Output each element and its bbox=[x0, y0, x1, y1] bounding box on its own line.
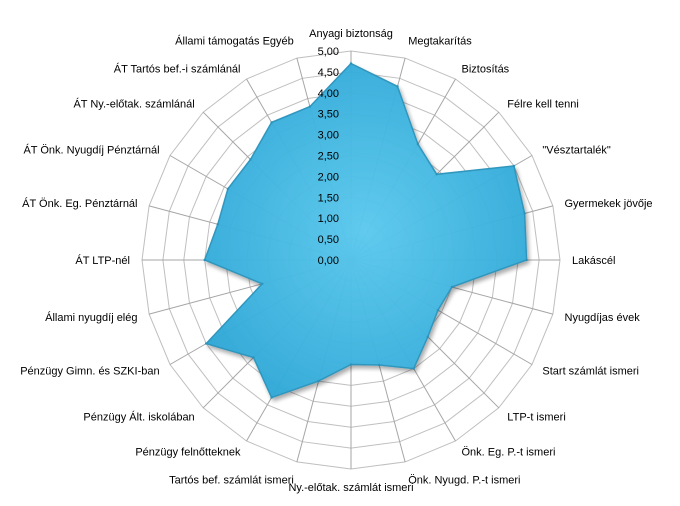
tick-label: 2,00 bbox=[318, 171, 339, 183]
category-label: Pénzügy felnőtteknek bbox=[135, 446, 241, 458]
category-label: Lakáscél bbox=[572, 255, 615, 267]
category-label: ÁT LTP-nél bbox=[75, 254, 130, 267]
category-label: ÁT Önk. Nyugdíj Pénztárnál bbox=[23, 144, 159, 157]
data-point bbox=[349, 363, 353, 366]
category-label: Start számlát ismeri bbox=[542, 366, 639, 378]
category-label: "Vésztartalék" bbox=[542, 145, 610, 157]
category-label: LTP-t ismeri bbox=[507, 411, 565, 423]
tick-label: 3,50 bbox=[318, 109, 339, 121]
radar-series bbox=[203, 62, 528, 399]
category-label: Tartós bef. számlát ismeri bbox=[169, 475, 294, 487]
tick-label: 1,00 bbox=[318, 213, 339, 225]
radial-tick-labels: 0,00 0,50 1,00 1,50 2,00 2,50 3,00 3,50 4,00 4,50… bbox=[318, 46, 339, 267]
data-point bbox=[317, 379, 320, 383]
category-label: Önk. Eg. P.-t ismeri bbox=[462, 446, 556, 458]
data-point bbox=[261, 282, 264, 285]
category-label: Pénzügy Gimn. és SZKI-ban bbox=[20, 366, 159, 378]
category-label: Állami nyugdíj elég bbox=[45, 311, 137, 324]
series-area bbox=[203, 62, 528, 399]
tick-label: 0,00 bbox=[318, 255, 339, 267]
category-labels: Anyagi biztonság Megtakarítás Biztosítás Fé… bbox=[20, 28, 652, 494]
data-point bbox=[525, 258, 528, 262]
category-label: Pénzügy Ált. iskolában bbox=[83, 410, 194, 423]
data-point bbox=[426, 335, 429, 338]
data-point bbox=[416, 143, 420, 146]
data-point bbox=[216, 223, 219, 226]
tick-label: 1,50 bbox=[318, 192, 339, 204]
data-point bbox=[450, 285, 454, 289]
data-point bbox=[270, 121, 273, 124]
tick-label: 0,50 bbox=[318, 234, 339, 246]
category-label: Biztosítás bbox=[462, 64, 510, 76]
tick-label: 4,00 bbox=[318, 88, 339, 100]
tick-label: 4,50 bbox=[318, 67, 339, 79]
data-point bbox=[523, 212, 526, 215]
data-point bbox=[270, 396, 273, 399]
category-label: ÁT Ny.-előtak. számlánál bbox=[73, 98, 194, 111]
data-point bbox=[512, 164, 516, 168]
data-point bbox=[308, 105, 312, 108]
tick-label: 3,00 bbox=[318, 130, 339, 142]
data-point bbox=[349, 62, 353, 65]
category-label: Félre kell tenni bbox=[507, 99, 579, 111]
tick-label: 5,00 bbox=[318, 46, 339, 58]
data-point bbox=[396, 85, 399, 88]
category-label: Anyagi biztonság bbox=[309, 28, 393, 40]
category-label: Gyermekek jövője bbox=[565, 198, 653, 210]
data-point bbox=[435, 173, 438, 176]
data-point bbox=[249, 158, 252, 161]
data-point bbox=[226, 187, 230, 191]
category-label: ÁT Önk. Eg. Pénztárnál bbox=[22, 197, 137, 210]
data-point bbox=[203, 258, 206, 262]
data-point bbox=[252, 356, 255, 359]
category-label: Ny.-előtak. számlát ismeri bbox=[288, 482, 413, 494]
data-point bbox=[412, 367, 415, 370]
tick-label: 2,50 bbox=[318, 151, 339, 163]
data-point bbox=[436, 309, 440, 312]
category-label: Nyugdíjas évek bbox=[565, 312, 641, 324]
category-label: ÁT Tartós bef.-i számlánál bbox=[114, 63, 241, 76]
category-label: Önk. Nyugd. P.-t ismeri bbox=[408, 475, 520, 487]
data-point bbox=[377, 363, 381, 367]
category-label: Megtakarítás bbox=[408, 36, 472, 48]
data-point bbox=[205, 342, 208, 345]
category-label: Állami támogatás Egyéb bbox=[175, 35, 294, 48]
